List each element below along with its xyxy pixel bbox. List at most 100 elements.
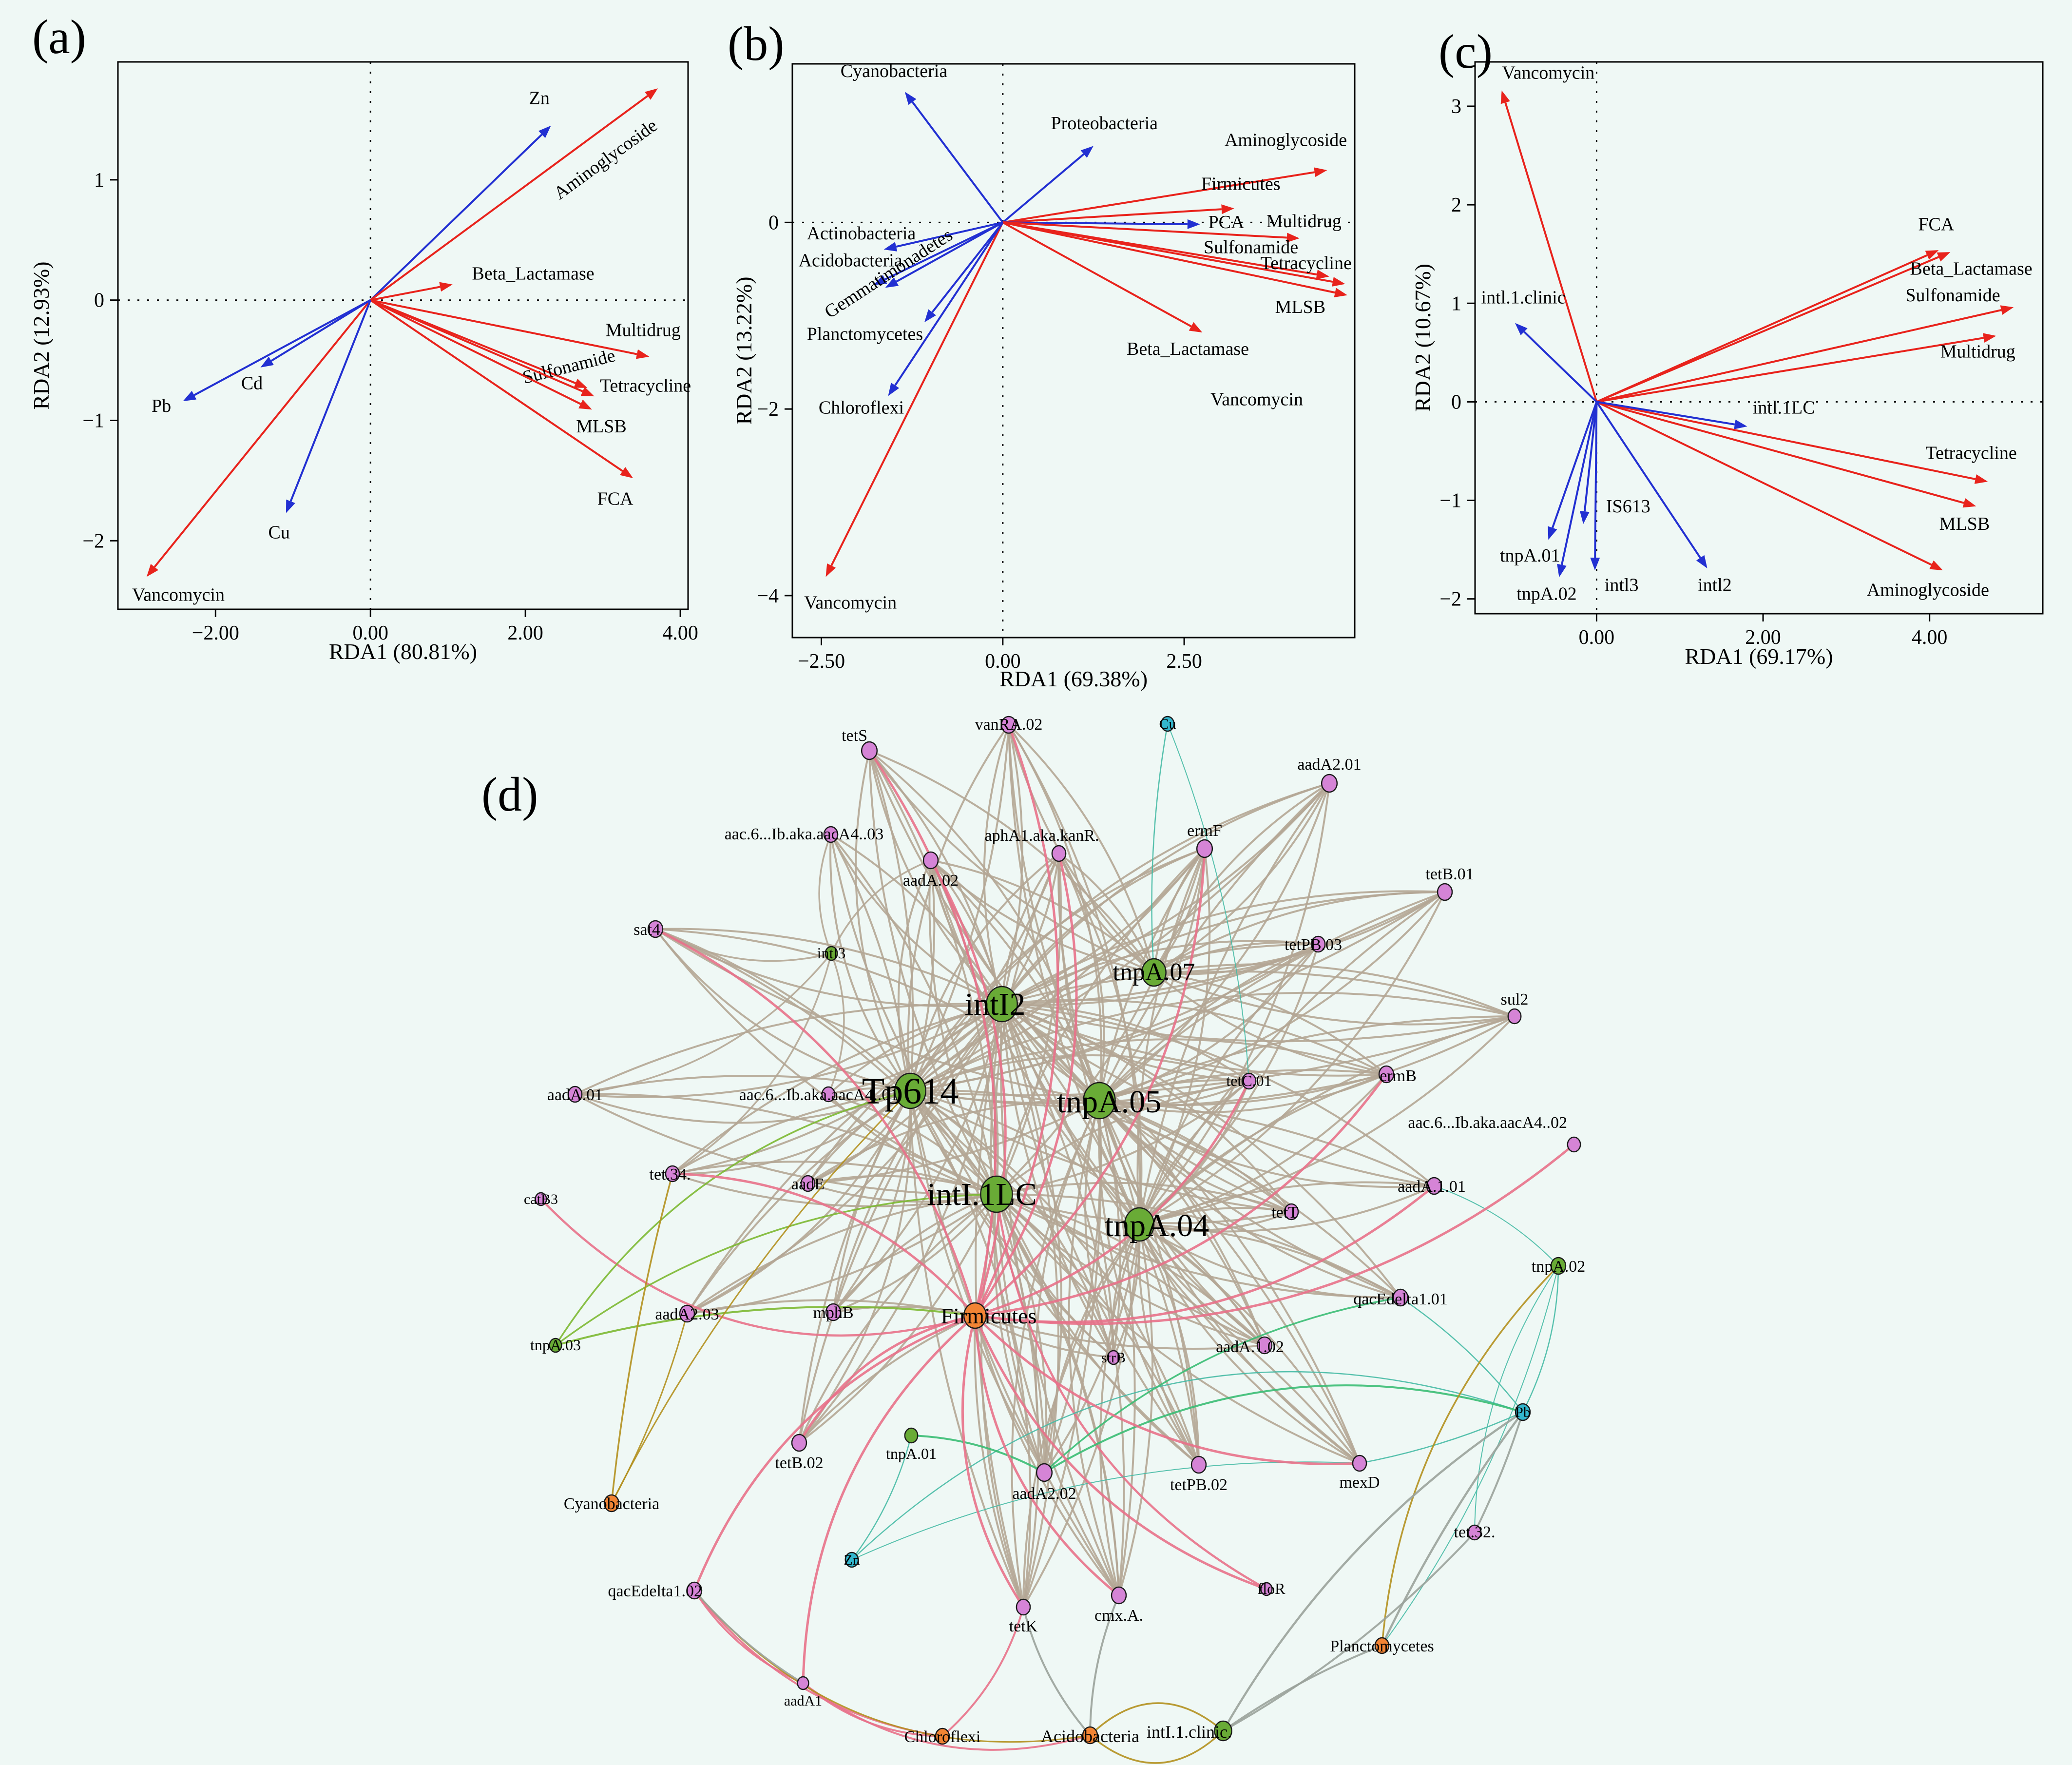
network-node-label-tetPB02: tetPB.02 bbox=[1170, 1476, 1228, 1494]
network-node-label-aphA1: aphA1.aka.kanR. bbox=[984, 827, 1099, 845]
network-edge-Pb-tet32 bbox=[1474, 1411, 1524, 1533]
network-node-ermF bbox=[1196, 839, 1213, 858]
network-edge-Firmicutes-mexD bbox=[974, 1314, 1361, 1465]
network-edge-Tp614-vanRA02 bbox=[909, 724, 1010, 1092]
network-edge-intI2-aac6_03 bbox=[830, 834, 1003, 1005]
arrow-shaft bbox=[289, 299, 372, 502]
network-edge-intI2-aac6_03 bbox=[830, 834, 1003, 1005]
network-edge-tnpA04-aadA201 bbox=[1138, 782, 1330, 1225]
network-node-label-Cu: Cu bbox=[1159, 716, 1176, 732]
arrow-shaft bbox=[894, 222, 1004, 386]
network-node-label-tetC01: tetC.01 bbox=[1226, 1072, 1271, 1089]
x-axis-title: RDA1 (69.17%) bbox=[1685, 644, 1833, 669]
network-node-label-aadA102: aadA.1.02 bbox=[1216, 1338, 1284, 1356]
network-edge-Tp614-vanRA02 bbox=[907, 724, 1010, 1092]
rda-arrow-intl.1LC: intl.1LC bbox=[1596, 398, 1815, 429]
network-node-aadA203 bbox=[679, 1304, 695, 1323]
arrow-shaft bbox=[896, 221, 1003, 283]
network-node-tetT bbox=[1284, 1203, 1299, 1221]
network-node-tetB02 bbox=[791, 1434, 807, 1452]
network-edge-Cyanobacteria-tet34 bbox=[611, 1173, 673, 1504]
arrow-head bbox=[888, 383, 900, 396]
network-node-label-mexD: mexD bbox=[1339, 1474, 1380, 1492]
network-edge-tnpA07-aadA02 bbox=[930, 859, 1155, 973]
network-edge-tnpA07-aphA1 bbox=[1058, 853, 1155, 973]
rda-arrow-Beta_Lactamase: Beta_Lactamase bbox=[1002, 221, 1249, 359]
arrow-shaft bbox=[1002, 221, 1336, 294]
network-node-label-tnpA01: tnpA.01 bbox=[886, 1445, 937, 1462]
arrow-shaft bbox=[1596, 401, 1976, 480]
arrow-shaft bbox=[884, 221, 1003, 281]
network-edge-intI1LC-tetS bbox=[868, 750, 998, 1195]
arrow-label: Firmicutes bbox=[1201, 174, 1281, 194]
rda-arrow-Zn: Zn bbox=[369, 88, 551, 301]
network-node-label-tnpA07: tnpA.07 bbox=[1113, 958, 1195, 986]
arrow-head bbox=[1334, 288, 1348, 298]
arrow-label: MLSB bbox=[1939, 514, 1990, 534]
rda-arrow-MLSB: MLSB bbox=[1596, 401, 1990, 534]
network-node-label-tetB01: tetB.01 bbox=[1425, 865, 1474, 883]
network-node-label-aadA1: aadA1 bbox=[784, 1693, 822, 1709]
x-tick-label: 0.00 bbox=[352, 622, 388, 644]
network-edge-intI2-sat4 bbox=[654, 928, 1003, 1005]
network-node-aadA02 bbox=[922, 851, 939, 870]
network-edge-tnpA05-sat4 bbox=[654, 928, 1100, 1102]
network-edge-Firmicutes-tetB02 bbox=[798, 1315, 976, 1444]
x-tick-label: −2.00 bbox=[192, 622, 239, 644]
x-tick-label: 4.00 bbox=[1912, 626, 1948, 649]
network-edge-qacEdelta102-aadA1 bbox=[693, 1590, 804, 1684]
network-node-label-tnpA02: tnpA.02 bbox=[1532, 1258, 1586, 1276]
network-node-aadA202 bbox=[1036, 1463, 1053, 1482]
network-node-label-strB: strB bbox=[1101, 1350, 1126, 1366]
arrow-head bbox=[1286, 233, 1300, 243]
arrow-label: intl3 bbox=[1605, 575, 1639, 596]
arrow-label: tnpA.01 bbox=[1500, 545, 1560, 566]
rda-arrow-Multidrug: Multidrug bbox=[1596, 333, 2015, 403]
network-edge-tetK-Chloroflexi bbox=[941, 1606, 1024, 1737]
network-edge-tnpA04-tetPB03 bbox=[1138, 943, 1319, 1225]
arrow-head bbox=[146, 563, 158, 577]
network-node-tnpA01 bbox=[904, 1427, 919, 1444]
arrow-shaft bbox=[830, 222, 1004, 566]
network-node-label-Tp614: Tp614 bbox=[862, 1071, 959, 1112]
network-edge-tnpA05-sul2 bbox=[1098, 1015, 1516, 1102]
y-tick-label: −2 bbox=[82, 530, 104, 552]
network-edge-Pb-Planctomycetes bbox=[1381, 1411, 1524, 1647]
arrow-label: Tetracycline bbox=[1925, 443, 2016, 464]
arrow-shaft bbox=[1596, 309, 2002, 403]
network-edge-Firmicutes-sat4 bbox=[654, 928, 977, 1317]
network-edge-Firmicutes-aadA203 bbox=[686, 1299, 976, 1317]
network-edge-tnpA04-aadA02 bbox=[930, 859, 1140, 1225]
rda-arrow-Cyanobacteria: Cyanobacteria bbox=[841, 61, 1004, 223]
network-edge-tnpA01-aadA202 bbox=[910, 1435, 1045, 1474]
arrow-head bbox=[1189, 322, 1203, 333]
arrow-head bbox=[825, 563, 836, 577]
network-edge-Tp614-sat4 bbox=[654, 928, 911, 1092]
arrow-shaft bbox=[370, 95, 649, 301]
network-edge-Firmicutes-tetB02 bbox=[798, 1314, 977, 1444]
network-edge-tnpA04-tetPB02 bbox=[1137, 1223, 1200, 1466]
network-edge-Firmicutes-floR bbox=[974, 1314, 1268, 1590]
network-node-mexD bbox=[1352, 1455, 1367, 1472]
network-edge-floR-intI1LC bbox=[995, 1193, 1268, 1590]
network-node-Chloroflexi bbox=[935, 1727, 950, 1745]
arrow-head bbox=[873, 275, 887, 285]
rda-arrow-tnpA.02: tnpA.02 bbox=[1516, 401, 1598, 604]
network-edge-tnpA07-vanRA02 bbox=[1008, 724, 1155, 973]
arrow-head bbox=[574, 378, 588, 388]
network-edge-cmxA-Acidobacteria bbox=[1089, 1594, 1120, 1736]
network-edge-tnpA07-aadA201 bbox=[1153, 782, 1330, 973]
arrow-head bbox=[1316, 270, 1329, 279]
network-edge-tnpA04-ermB bbox=[1138, 1073, 1387, 1225]
network-edge-intI1LC-tetC01 bbox=[996, 1080, 1250, 1195]
network-edge-Firmicutes-qacEdelta102 bbox=[693, 1314, 977, 1592]
network-edge-tnpA05-sat4 bbox=[654, 928, 1100, 1102]
network-edge-tnpA05-aadA101 bbox=[1098, 1100, 1435, 1188]
network-node-aadA201 bbox=[1321, 774, 1338, 793]
network-node-aac6_02 bbox=[1567, 1136, 1581, 1153]
network-edge-tnpA04-tetK bbox=[1022, 1223, 1140, 1608]
network-edge-tnpA04-tetB01 bbox=[1138, 891, 1446, 1225]
arrow-head bbox=[260, 356, 274, 368]
network-node-qacEdelta102 bbox=[686, 1581, 703, 1600]
rda-arrow-Acidobacteria: Acidobacteria bbox=[799, 221, 1003, 285]
